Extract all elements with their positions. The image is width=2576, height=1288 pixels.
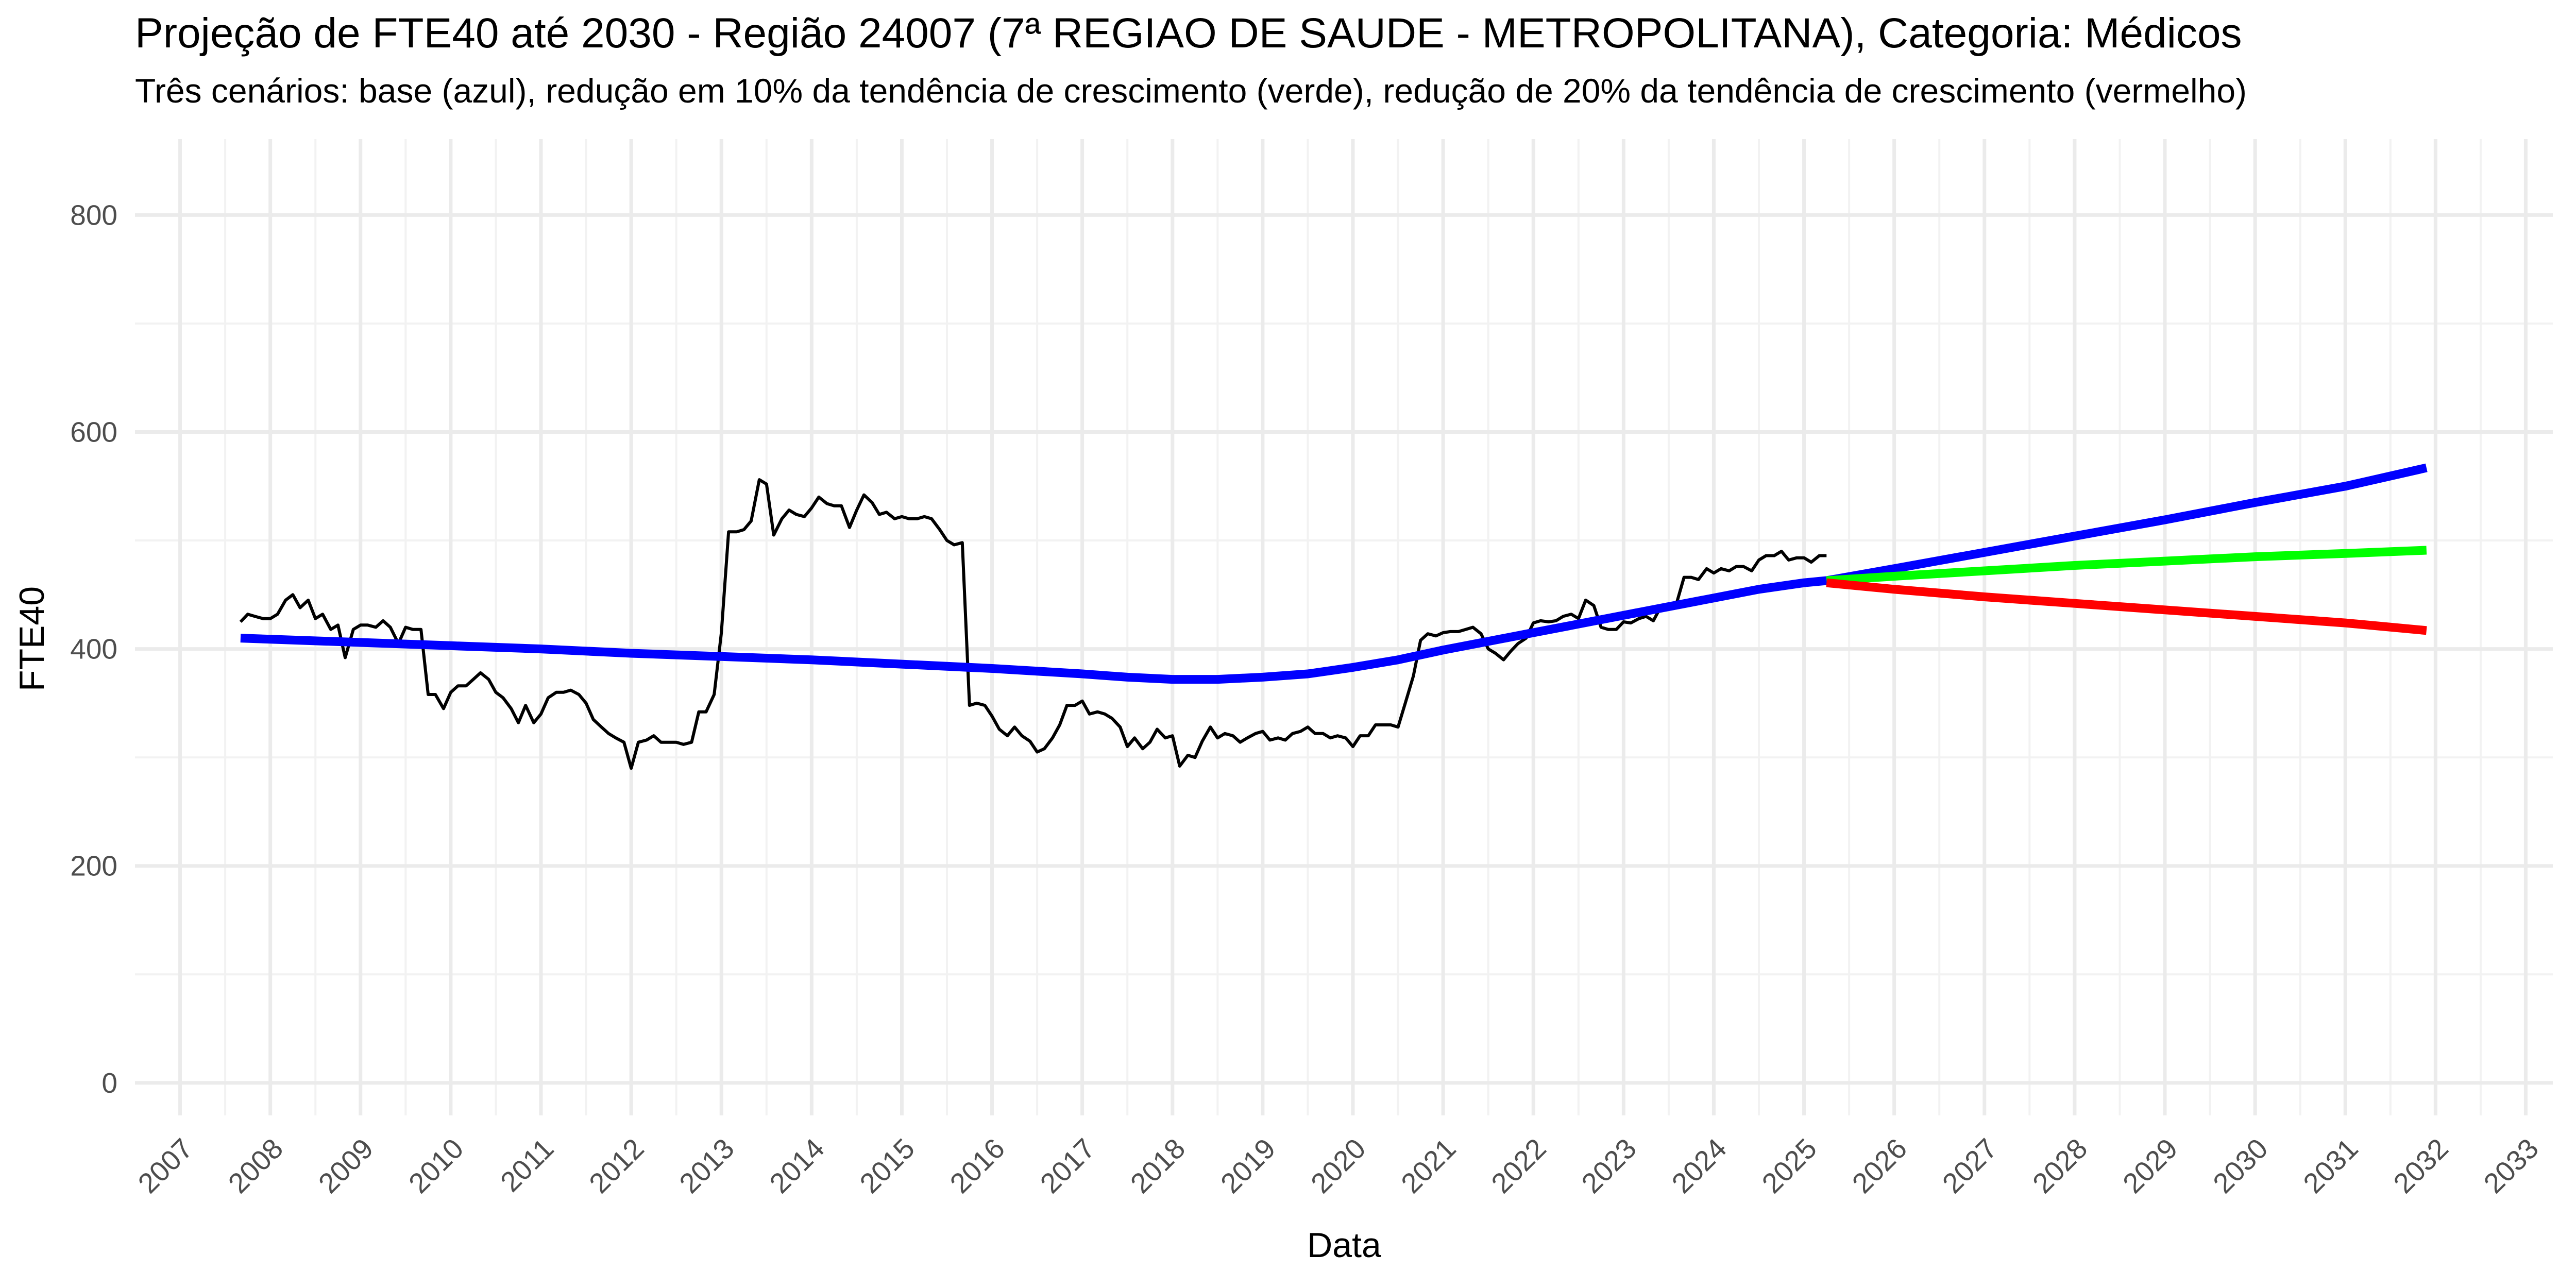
chart-title: Projeção de FTE40 até 2030 - Região 2400…	[135, 10, 2242, 57]
x-tick-label: 2011	[494, 1132, 560, 1198]
y-tick-label: 600	[70, 416, 117, 448]
x-tick-label: 2033	[2478, 1132, 2545, 1199]
series-line-3	[1826, 578, 2427, 635]
y-tick-label: 800	[70, 199, 117, 231]
x-tick-label: 2027	[1936, 1132, 2003, 1199]
x-tick-label: 2032	[2387, 1132, 2454, 1199]
x-tick-label: 2023	[1575, 1132, 1642, 1199]
x-tick-label: 2010	[402, 1132, 469, 1199]
series-line-2	[1826, 546, 2427, 585]
x-tick-label: 2029	[2116, 1132, 2183, 1199]
x-tick-label: 2024	[1666, 1132, 1733, 1199]
x-tick-label: 2017	[1034, 1132, 1101, 1199]
x-tick-label: 2022	[1485, 1132, 1552, 1199]
x-axis-title: Data	[1307, 1226, 1381, 1265]
x-tick-label: 2019	[1214, 1132, 1281, 1199]
x-tick-label: 2014	[763, 1132, 830, 1199]
chart-subtitle: Três cenários: base (azul), redução em 1…	[135, 72, 2247, 110]
y-tick-label: 0	[101, 1067, 117, 1099]
x-tick-label: 2030	[2207, 1132, 2274, 1199]
x-tick-label: 2008	[222, 1132, 289, 1199]
y-tick-label: 400	[70, 633, 117, 665]
x-tick-label: 2009	[312, 1132, 379, 1199]
x-tick-label: 2028	[2026, 1132, 2093, 1199]
y-tick-label: 200	[70, 850, 117, 882]
x-tick-label: 2012	[583, 1132, 650, 1199]
series-layer	[239, 463, 2428, 770]
x-tick-label: 2015	[854, 1132, 921, 1199]
grid-layer	[135, 139, 2553, 1115]
x-tick-label: 2031	[2297, 1132, 2364, 1199]
x-tick-label: 2025	[1756, 1132, 1823, 1199]
x-tick-label: 2013	[673, 1132, 740, 1199]
x-tick-label: 2026	[1846, 1132, 1913, 1199]
series-line-1	[240, 463, 2428, 684]
x-tick-label: 2020	[1304, 1132, 1371, 1199]
x-tick-label: 2021	[1395, 1132, 1462, 1199]
y-axis-title: FTE40	[12, 586, 52, 691]
x-tick-label: 2007	[132, 1132, 199, 1199]
series-line-0	[239, 478, 1827, 770]
x-tick-label: 2016	[944, 1132, 1011, 1199]
x-tick-label: 2018	[1124, 1132, 1191, 1199]
